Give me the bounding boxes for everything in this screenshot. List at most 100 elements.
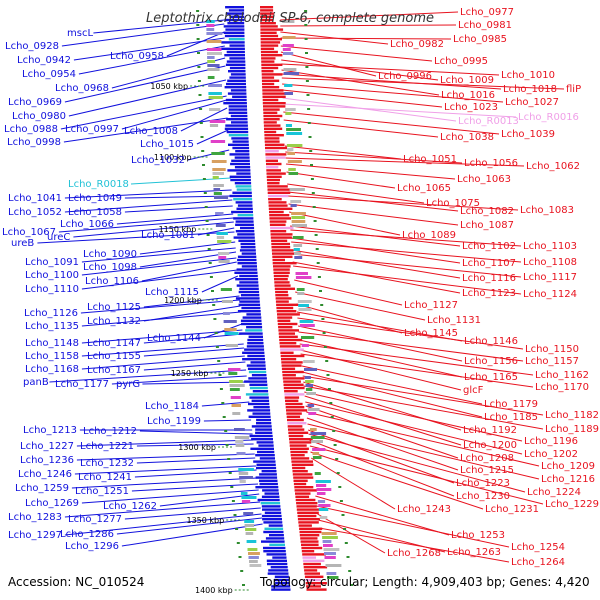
gene-connector-right <box>319 527 510 563</box>
annotation-band <box>213 184 224 187</box>
gene-label-left: Lcho_1041 <box>8 193 62 204</box>
reverse-gene-feature <box>248 377 267 380</box>
kbp-scale-label: 1150 kbp <box>159 225 197 234</box>
annotation-band <box>305 388 313 391</box>
gene-label-right: Lcho_1131 <box>427 315 481 326</box>
reverse-gene-feature <box>249 396 269 399</box>
forward-gene-feature <box>275 297 292 300</box>
gene-label-left: Lcho_0942 <box>17 55 71 66</box>
gene-connector-right <box>308 429 455 484</box>
annotation-band <box>282 44 294 47</box>
forward-gene-feature <box>263 105 286 108</box>
gene-label-right: Lcho_1189 <box>545 424 599 435</box>
reverse-gene-feature <box>245 393 269 396</box>
gene-connector-right <box>306 411 540 467</box>
annotation-band <box>208 92 222 95</box>
gene-connector-right <box>281 73 502 90</box>
annotation-band <box>209 124 219 127</box>
scale-tick <box>231 500 235 502</box>
annotation-band <box>291 216 306 219</box>
gene-label-right: Lcho_1216 <box>541 474 595 485</box>
forward-gene-feature <box>261 79 280 82</box>
annotation-band <box>207 56 215 59</box>
scale-tick <box>339 500 343 502</box>
gene-connector-right <box>280 45 433 62</box>
annotation-band <box>229 388 240 391</box>
annotation-band <box>295 276 312 279</box>
reverse-gene-feature <box>224 34 245 38</box>
gene-label-right: Lcho_1243 <box>397 504 451 515</box>
scale-tick <box>338 486 342 488</box>
gene-connector-right <box>306 417 459 471</box>
annotation-band <box>290 204 297 207</box>
reverse-gene-feature <box>251 399 270 402</box>
gene-label-left: Lcho_1167 <box>87 365 141 376</box>
annotation-band <box>221 300 233 303</box>
forward-gene-feature <box>296 502 318 505</box>
gene-connector-left <box>74 465 257 475</box>
scale-tick <box>311 192 315 194</box>
scale-tick <box>341 514 345 516</box>
forward-gene-feature <box>265 150 279 153</box>
scale-tick <box>196 38 200 40</box>
reverse-gene-feature <box>266 553 287 556</box>
forward-gene-feature <box>260 12 274 15</box>
reverse-gene-feature <box>264 527 284 530</box>
gene-connector-left <box>81 247 236 263</box>
gene-connector-right <box>281 59 439 81</box>
annotation-band <box>207 76 215 79</box>
forward-gene-feature <box>281 367 296 370</box>
gene-label-right: Lcho_1123 <box>462 288 516 299</box>
gene-connector-right <box>300 349 462 391</box>
gene-label-left: Lcho_1286 <box>60 529 114 540</box>
gene-label-right: Lcho_1009 <box>440 75 494 86</box>
scale-tick <box>329 402 333 404</box>
gene-connector-left <box>73 221 234 238</box>
reverse-gene-feature <box>233 198 253 201</box>
forward-gene-feature <box>260 47 275 50</box>
forward-gene-feature <box>270 233 293 236</box>
annotation-band <box>288 172 299 175</box>
forward-gene-feature <box>262 82 275 86</box>
gene-label-right: Lcho_R0016 <box>518 112 579 123</box>
gene-connector-left <box>37 231 235 244</box>
gene-connector-right <box>288 203 459 226</box>
forward-gene-feature <box>270 236 292 239</box>
scale-tick <box>233 514 237 516</box>
gene-connector-right <box>291 249 461 279</box>
gene-connector-right <box>285 151 463 164</box>
scale-tick <box>208 262 212 264</box>
gene-label-right: Lcho_1103 <box>523 241 577 252</box>
scale-tick <box>305 80 309 82</box>
annotation-band <box>326 572 337 575</box>
gene-label-left: Lcho_1269 <box>25 498 79 509</box>
annotation-band <box>290 200 302 203</box>
gene-connector-left <box>81 257 237 276</box>
reverse-gene-feature <box>252 390 269 393</box>
scale-tick <box>215 346 219 348</box>
annotation-band <box>209 108 221 111</box>
scale-tick <box>336 472 340 474</box>
gene-label-left: Lcho_1147 <box>87 338 141 349</box>
gene-connector-left <box>124 507 261 520</box>
gene-label-left: Lcho_1212 <box>83 426 137 437</box>
reverse-gene-feature <box>266 559 287 562</box>
scale-tick <box>307 108 311 110</box>
annotation-band <box>288 168 296 171</box>
forward-gene-feature <box>273 268 290 271</box>
scale-tick <box>225 444 229 446</box>
gene-connector-left <box>58 217 234 233</box>
annotation-band <box>235 440 244 443</box>
forward-gene-feature <box>300 537 318 540</box>
gene-connector-left <box>64 513 262 536</box>
annotation-band <box>209 120 226 123</box>
scale-tick <box>203 192 207 194</box>
gene-label-left: Lcho_0980 <box>12 111 66 122</box>
genome-summary-text: Topology: circular; Length: 4,909,403 bp… <box>259 575 590 589</box>
reverse-gene-feature <box>241 265 257 268</box>
annotation-band <box>285 124 292 127</box>
forward-gene-feature <box>295 495 310 498</box>
gene-label-left: Lcho_0997 <box>65 124 119 135</box>
scale-tick <box>313 220 317 222</box>
scale-tick <box>228 472 232 474</box>
